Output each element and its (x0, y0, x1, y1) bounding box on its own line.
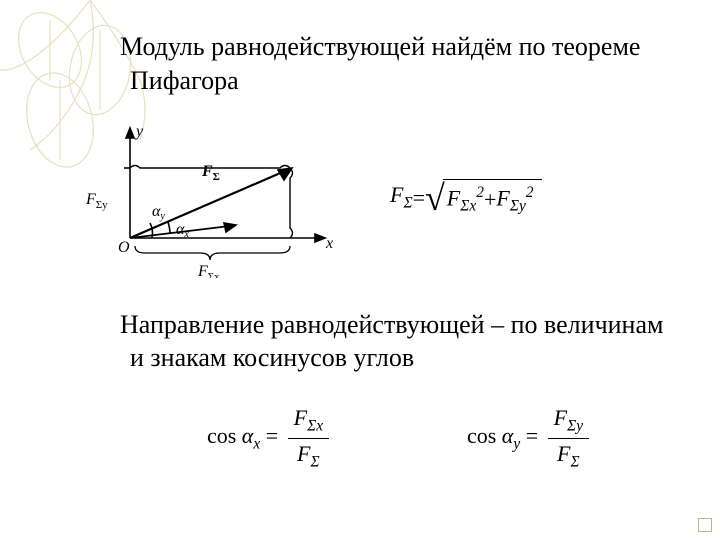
diag-O-label: O (118, 239, 130, 256)
diag-y-label: y (134, 123, 144, 140)
slide-content: Модуль равнодействующей найдём по теорем… (0, 0, 720, 511)
diag-alpha-x: αx (176, 221, 189, 240)
diag-F-sigma-x: FΣx (197, 263, 220, 278)
diag-F-sigma-y: FΣy (85, 191, 108, 211)
vector-diagram: y x O FΣ FΣy FΣx αy (80, 118, 340, 278)
paragraph-2: Направление равнодействующей – по величи… (120, 308, 680, 376)
figure-row: y x O FΣ FΣy FΣx αy (80, 118, 680, 278)
formula-cos-x: cos αx = FΣx FΣ (207, 405, 333, 471)
formula-cos-y: cos αy = FΣy FΣ (467, 405, 593, 471)
formula-cosines: cos αx = FΣx FΣ cos αy = FΣy FΣ (120, 405, 680, 471)
diag-x-label: x (325, 235, 333, 252)
corner-square-icon (698, 518, 712, 532)
paragraph-1: Модуль равнодействующей найдём по теорем… (120, 30, 680, 98)
diag-F-sigma: FΣ (201, 163, 220, 183)
diag-alpha-y: αy (152, 203, 165, 222)
formula-pythag: FΣ = √ FΣx2 + FΣy2 (390, 179, 542, 216)
